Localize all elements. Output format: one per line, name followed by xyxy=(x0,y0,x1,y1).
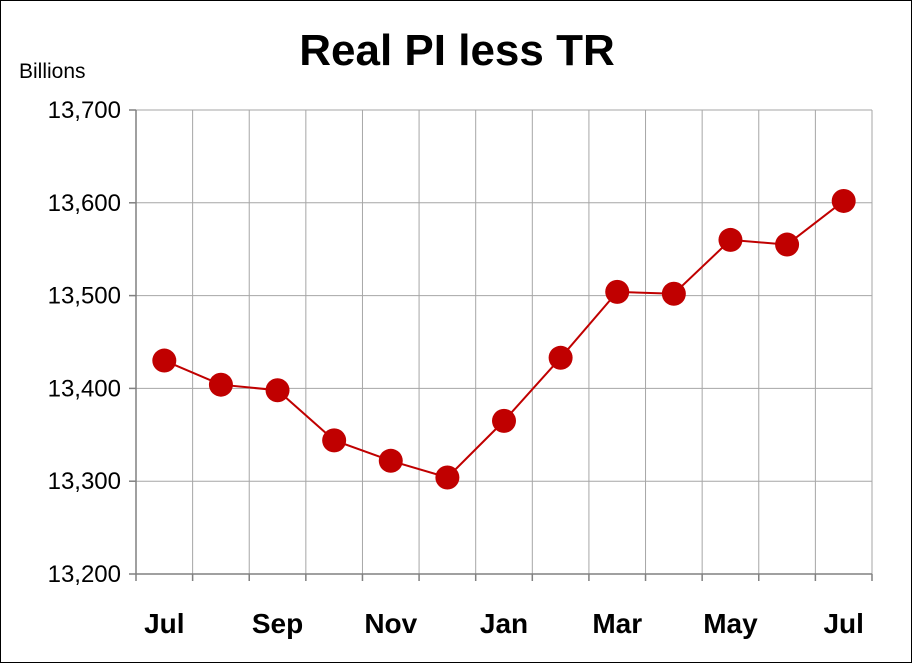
axes xyxy=(129,109,873,581)
data-point xyxy=(548,345,573,370)
x-tick-label: May xyxy=(703,608,758,639)
chart-title: Real PI less TR xyxy=(299,26,614,75)
gridlines xyxy=(136,109,873,574)
data-point xyxy=(152,348,177,373)
x-tick-label: Jul xyxy=(823,608,863,639)
y-tick-label: 13,300 xyxy=(48,468,121,495)
y-tick-label: 13,600 xyxy=(48,190,121,217)
data-point xyxy=(322,428,347,453)
y-tick-label: 13,400 xyxy=(48,375,121,402)
data-point xyxy=(718,227,743,252)
data-point xyxy=(208,372,233,397)
x-axis-tick-labels: Jul Sep Nov Jan Mar May Jul xyxy=(144,608,864,639)
data-point xyxy=(605,279,630,304)
y-tick-label: 13,200 xyxy=(48,561,121,588)
x-tick-label: Mar xyxy=(592,608,642,639)
x-tick-label: Jul xyxy=(144,608,184,639)
data-point xyxy=(831,188,856,213)
x-tick-label: Nov xyxy=(364,608,417,639)
y-axis-tick-labels: 13,200 13,300 13,400 13,500 13,600 13,700 xyxy=(48,97,121,588)
series-line-group xyxy=(152,188,856,490)
y-tick-label: 13,700 xyxy=(48,97,121,124)
data-point xyxy=(661,281,686,306)
y-axis-unit-label: Billions xyxy=(19,60,86,83)
data-point xyxy=(378,448,403,473)
y-tick-label: 13,500 xyxy=(48,283,121,310)
x-tick-label: Jan xyxy=(480,608,528,639)
data-point xyxy=(775,232,800,257)
x-tick-label: Sep xyxy=(252,608,303,639)
data-point xyxy=(492,408,516,433)
data-point xyxy=(265,378,290,403)
data-point xyxy=(435,465,460,490)
